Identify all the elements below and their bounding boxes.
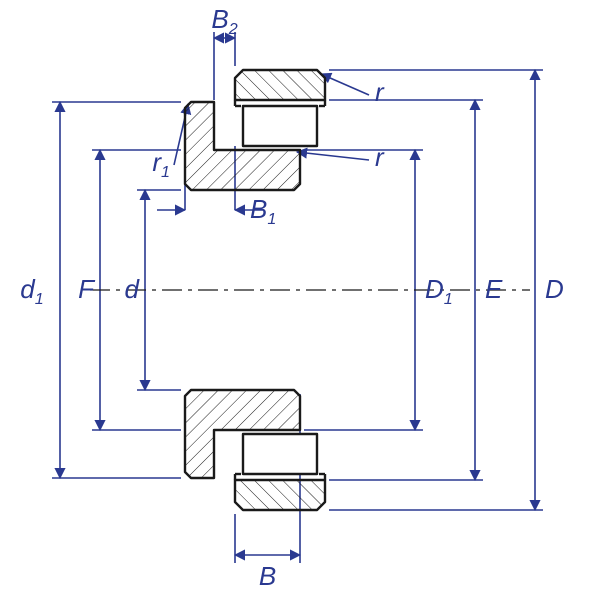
label-d1: d1 (20, 274, 43, 308)
label-B: B (259, 561, 276, 591)
label-E: E (485, 274, 503, 304)
label-D1: D1 (425, 274, 453, 308)
label-r-inner: r (375, 142, 385, 172)
label-B2: B2 (211, 4, 237, 38)
label-d: d (125, 274, 141, 304)
label-r1: r1 (152, 147, 170, 181)
part-outline (90, 70, 530, 510)
bearing-cross-section-diagram: B B2 B1 d1 Fd D1 E Dr r r1 (0, 0, 600, 600)
label-F: F (78, 274, 96, 304)
label-D: D (545, 274, 564, 304)
label-r-outer: r (375, 77, 385, 107)
label-B1: B1 (250, 194, 276, 228)
